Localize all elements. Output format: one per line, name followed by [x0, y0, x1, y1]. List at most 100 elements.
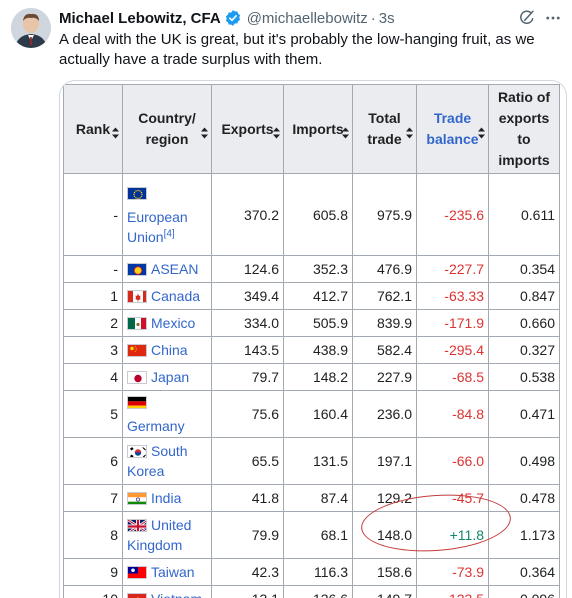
- header-balance-label: Trade balance: [426, 110, 479, 147]
- ratio-cell: 0.660: [488, 309, 560, 337]
- table-row: 3 China 143.5 438.9 582.4 -295.4 0.327: [63, 336, 560, 364]
- exports-cell: 349.4: [211, 282, 284, 310]
- korea-flag-icon: [127, 445, 147, 458]
- trade-balance-cell: -68.5: [416, 363, 489, 391]
- imports-cell: 505.9: [283, 309, 353, 337]
- rank-cell: 8: [63, 511, 123, 559]
- exports-cell: 41.8: [211, 484, 284, 512]
- country-link[interactable]: United Kingdom: [127, 517, 192, 553]
- sort-icon[interactable]: [273, 124, 280, 139]
- country-cell: Canada: [122, 282, 212, 310]
- country-link[interactable]: Taiwan: [151, 564, 195, 580]
- exports-cell: 79.7: [211, 363, 284, 391]
- country-link[interactable]: Mexico: [151, 315, 196, 331]
- country-cell: European Union[4]: [122, 173, 212, 256]
- ratio-cell: 0.847: [488, 282, 560, 310]
- country-cell: China: [122, 336, 212, 364]
- table-row: 9 Taiwan 42.3 116.3 158.6 -73.9 0.364: [63, 558, 560, 586]
- rank-cell: 1: [63, 282, 123, 310]
- trade-balance-cell: -84.8: [416, 390, 489, 438]
- country-link[interactable]: Germany: [127, 418, 185, 434]
- country-cell: Mexico: [122, 309, 212, 337]
- tweet-media[interactable]: Rank Country/ region Exports Imports Tot…: [59, 80, 567, 598]
- total-trade-cell: 236.0: [352, 390, 417, 438]
- total-trade-cell: 149.7: [352, 585, 417, 598]
- exports-cell: 79.9: [211, 511, 284, 559]
- header-total-trade[interactable]: Total trade: [352, 84, 417, 174]
- asean-flag-icon: [127, 263, 147, 276]
- china-flag-icon: [127, 344, 147, 357]
- exports-cell: 143.5: [211, 336, 284, 364]
- header-imports-label: Imports: [292, 120, 344, 137]
- header-total-label: Total trade: [367, 110, 402, 147]
- country-link[interactable]: ASEAN: [151, 261, 199, 277]
- total-trade-cell: 227.9: [352, 363, 417, 391]
- ratio-cell: 1.173: [488, 511, 560, 559]
- country-link[interactable]: Canada: [151, 288, 201, 304]
- eu-flag-icon: [127, 186, 147, 200]
- total-trade-cell: 197.1: [352, 437, 417, 485]
- header-imports[interactable]: Imports: [283, 84, 353, 174]
- imports-cell: 412.7: [283, 282, 353, 310]
- table-row: 1 Canada 349.4 412.7 762.1 -63.33 0.847: [63, 282, 560, 310]
- total-trade-cell: 158.6: [352, 558, 417, 586]
- sort-icon[interactable]: [112, 124, 119, 139]
- header-rank[interactable]: Rank: [63, 84, 123, 174]
- japan-flag-icon: [127, 371, 147, 384]
- country-link[interactable]: South Korea: [127, 443, 188, 479]
- ratio-cell: 0.611: [488, 173, 560, 256]
- table-row: 10 Vietnam 13.1136.6149.7-123.50.096: [63, 585, 560, 598]
- rank-cell: 7: [63, 484, 123, 512]
- country-cell: ASEAN: [122, 255, 212, 283]
- table-row: 5 Germany 75.6 160.4 236.0 -84.8 0.471: [63, 390, 560, 438]
- rank-cell: 5: [63, 390, 123, 438]
- author-handle[interactable]: @michaellebowitz: [246, 9, 368, 27]
- table-row: 4 Japan 79.7 148.2 227.9 -68.5 0.538: [63, 363, 560, 391]
- table-row: 6 South Korea 65.5 131.5 197.1 -66.0 0.498: [63, 437, 560, 485]
- ratio-cell: 0.498: [488, 437, 560, 485]
- ratio-cell: 0.096: [488, 585, 560, 598]
- author-name[interactable]: Michael Lebowitz, CFA: [59, 9, 221, 27]
- rank-cell: -: [63, 255, 123, 283]
- sort-icon[interactable]: [201, 124, 208, 139]
- india-flag-icon: [127, 492, 147, 505]
- mexico-flag-icon: [127, 317, 147, 330]
- more-icon[interactable]: [544, 9, 562, 27]
- trade-balance-cell: -235.6: [416, 173, 489, 256]
- verified-badge-icon: [224, 9, 242, 27]
- total-trade-cell: 476.9: [352, 255, 417, 283]
- country-link[interactable]: China: [151, 342, 188, 358]
- country-cell: Japan: [122, 363, 212, 391]
- header-rank-label: Rank: [75, 120, 111, 137]
- table-row: 2 Mexico 334.0 505.9 839.9 -171.9 0.660: [63, 309, 560, 337]
- country-link[interactable]: Japan: [151, 369, 190, 385]
- table-row: 7 India 41.8 87.4 129.2 -45.7 0.478: [63, 484, 560, 512]
- country-link[interactable]: Vietnam: [151, 591, 202, 598]
- sort-icon[interactable]: [406, 124, 413, 139]
- country-link[interactable]: European Union: [127, 208, 188, 245]
- header-exports-label: Exports: [221, 120, 274, 137]
- ratio-cell: 0.471: [488, 390, 560, 438]
- country-cell: Germany: [122, 390, 212, 438]
- exports-cell: 13.1: [211, 585, 284, 598]
- avatar[interactable]: [11, 8, 51, 48]
- header-ratio[interactable]: Ratio of exports to imports: [488, 84, 560, 174]
- country-cell: Taiwan: [122, 558, 212, 586]
- exports-cell: 124.6: [211, 255, 284, 283]
- header-country[interactable]: Country/ region: [122, 84, 212, 174]
- header-separator: ·: [370, 9, 376, 27]
- exports-cell: 75.6: [211, 390, 284, 438]
- imports-cell: 605.8: [283, 173, 353, 256]
- tweet-timestamp[interactable]: 3s: [378, 9, 395, 27]
- rank-cell: 2: [63, 309, 123, 337]
- header-exports[interactable]: Exports: [211, 84, 284, 174]
- footnote-link[interactable]: [4]: [163, 227, 175, 239]
- sort-icon[interactable]: [478, 124, 485, 139]
- trade-balance-cell: -123.5: [416, 585, 489, 598]
- country-link[interactable]: India: [151, 490, 182, 506]
- total-trade-cell: 975.9: [352, 173, 417, 256]
- header-trade-balance[interactable]: Trade balance: [416, 84, 489, 174]
- rank-cell: 3: [63, 336, 123, 364]
- sort-icon[interactable]: [342, 124, 349, 139]
- grok-icon[interactable]: [518, 9, 536, 27]
